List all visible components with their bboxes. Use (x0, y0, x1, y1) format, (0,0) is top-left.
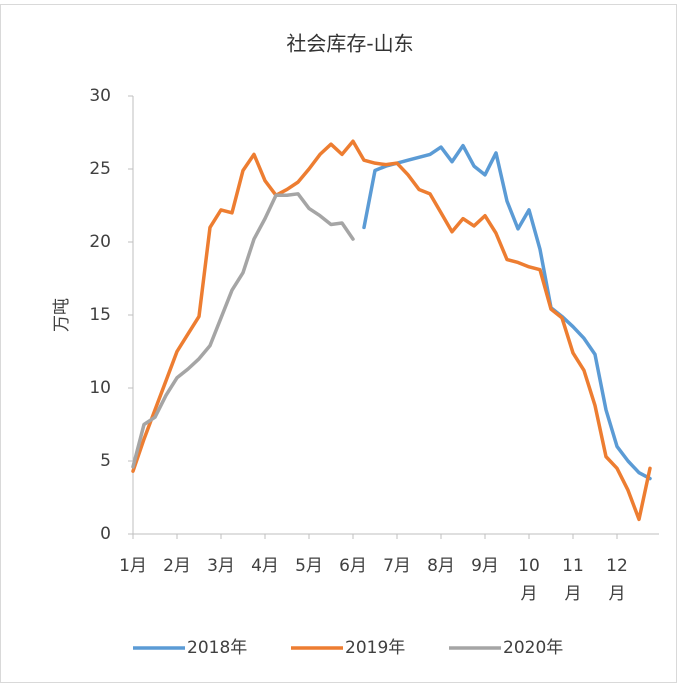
x-tick-label: 4月 (251, 556, 279, 576)
y-tick-label: 30 (89, 86, 111, 106)
y-tick-label: 20 (89, 232, 111, 252)
series-line (131, 192, 355, 469)
y-tick-label: 10 (89, 378, 111, 398)
y-tick-label: 15 (89, 305, 111, 325)
x-tick-label: 10 月 (518, 556, 540, 604)
x-tick-label: 1月 (119, 556, 147, 576)
x-tick-label: 6月 (339, 556, 367, 576)
y-axis-label: 万吨 (52, 298, 72, 332)
x-tick-label: 11 月 (562, 556, 584, 604)
x-tick-label: 12 月 (606, 556, 628, 604)
chart-title: 社会库存-山东 (286, 32, 413, 56)
x-tick-label: 7月 (383, 556, 411, 576)
chart-frame (0, 4, 677, 683)
legend-label: 2019年 (345, 638, 405, 658)
y-tick-label: 5 (100, 451, 111, 471)
x-tick-label: 3月 (207, 556, 235, 576)
y-tick-label: 25 (89, 159, 111, 179)
legend-label: 2020年 (503, 638, 563, 658)
series-line (362, 143, 652, 481)
legend-label: 2018年 (187, 638, 247, 658)
x-tick-label: 2月 (163, 556, 191, 576)
x-tick-label: 9月 (471, 556, 499, 576)
x-tick-label: 8月 (427, 556, 455, 576)
series-line (131, 139, 652, 522)
x-tick-label: 5月 (295, 556, 323, 576)
y-tick-label: 0 (100, 524, 111, 544)
